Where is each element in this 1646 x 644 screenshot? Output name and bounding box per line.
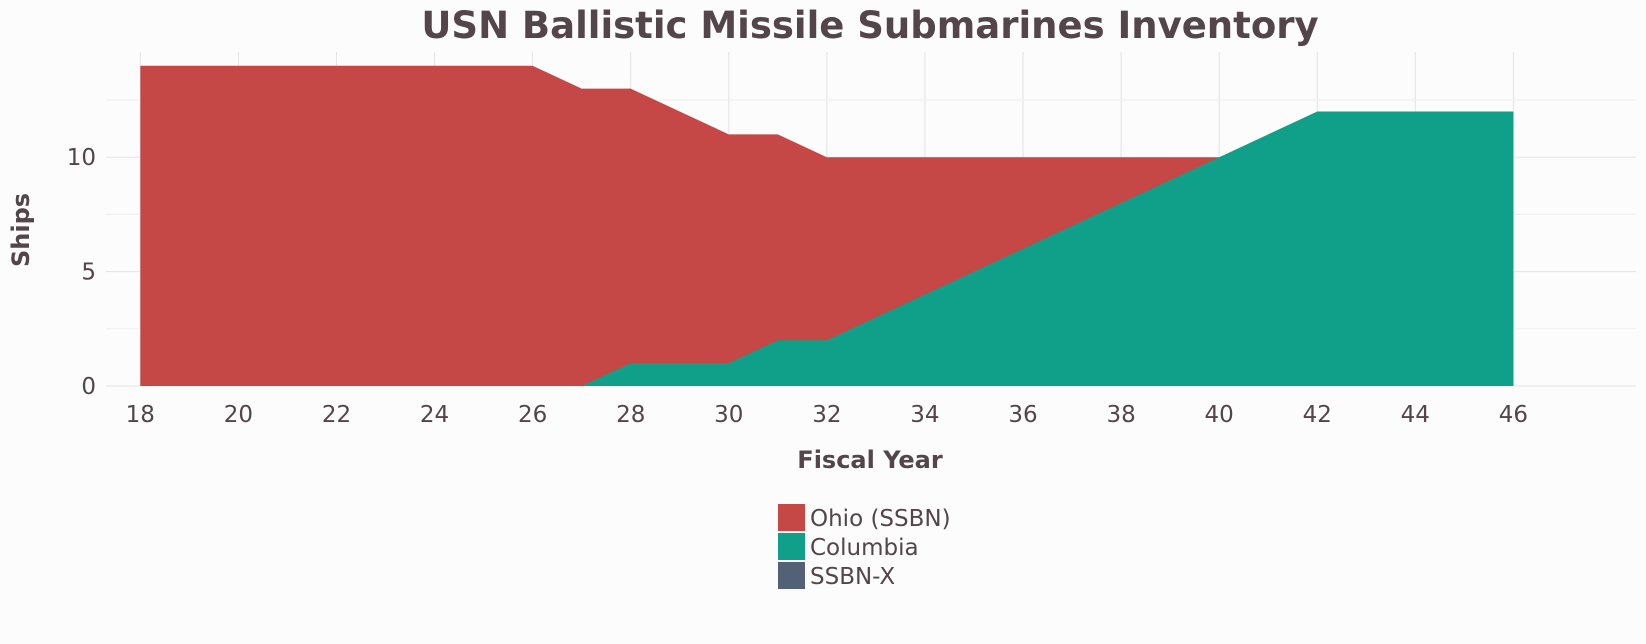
x-tick-label: 22 [322,402,351,428]
x-tick-label: 30 [714,402,743,428]
y-tick-label: 0 [81,374,96,400]
legend: Ohio (SSBN) Columbia SSBN-X [778,504,951,590]
y-axis-title: Ships [7,193,35,267]
legend-swatch [778,562,805,589]
x-tick-label: 26 [518,402,547,428]
x-tick-label: 36 [1008,402,1037,428]
y-axis-ticks: 0 5 10 [67,145,96,400]
x-tick-label: 44 [1401,402,1430,428]
area-series-columbia [581,111,1514,386]
legend-swatch [778,533,805,560]
legend-swatch [778,504,805,531]
x-tick-label: 24 [420,402,449,428]
y-tick-label: 5 [81,260,96,286]
x-tick-label: 46 [1499,402,1528,428]
x-tick-label: 40 [1205,402,1234,428]
x-tick-label: 34 [910,402,939,428]
x-tick-label: 18 [126,402,155,428]
legend-label: SSBN-X [810,564,895,590]
legend-item-columbia: Columbia [778,533,919,561]
x-axis-title: Fiscal Year [797,446,943,474]
legend-item-ohio-ssbn: Ohio (SSBN) [778,504,951,532]
x-tick-label: 38 [1106,402,1135,428]
chart-title: USN Ballistic Missile Submarines Invento… [421,4,1318,47]
x-tick-label: 20 [224,402,253,428]
y-tick-label: 10 [67,145,96,171]
x-tick-label: 42 [1303,402,1332,428]
x-tick-label: 28 [616,402,645,428]
x-axis-ticks: 18 20 22 24 26 28 30 32 34 36 38 40 42 44 46 [126,402,1528,428]
legend-item-ssbn-x: SSBN-X [778,562,895,590]
x-tick-label: 32 [812,402,841,428]
legend-label: Ohio (SSBN) [810,506,951,532]
legend-label: Columbia [810,535,919,561]
series-layer [140,65,1514,387]
